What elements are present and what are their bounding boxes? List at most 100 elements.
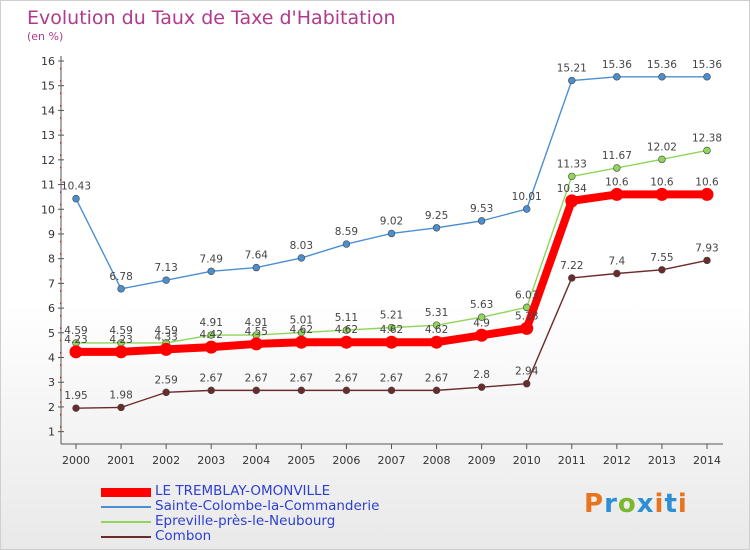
- data-label-le-tremblay-omonville: 4.62: [425, 324, 448, 336]
- data-label-epreville-pres-le-neubourg: 6.03: [515, 289, 538, 301]
- data-point-le-tremblay-omonville: [339, 335, 353, 349]
- y-minor-tick: [60, 228, 62, 231]
- y-minor-tick: [60, 166, 62, 169]
- legend-swatch: [101, 521, 151, 523]
- y-tick-label: 13: [41, 129, 55, 142]
- y-minor-tick: [60, 376, 62, 379]
- data-point-epreville-pres-le-neubourg: [703, 146, 711, 155]
- data-label-epreville-pres-le-neubourg: 11.33: [557, 158, 587, 170]
- data-label-epreville-pres-le-neubourg: 11.67: [602, 150, 632, 162]
- y-minor-tick: [60, 92, 62, 95]
- data-label-epreville-pres-le-neubourg: 4.59: [64, 325, 87, 337]
- x-tick-label: 2012: [603, 454, 631, 467]
- x-tick-label: 2003: [197, 454, 225, 467]
- y-tick-label: 3: [48, 376, 55, 389]
- data-label-epreville-pres-le-neubourg: 5.01: [290, 315, 313, 327]
- data-point-combon: [568, 274, 576, 282]
- x-tick-label: 2004: [242, 454, 270, 467]
- data-point-combon: [117, 403, 125, 412]
- x-tick-label: 2009: [468, 454, 496, 467]
- y-minor-tick: [60, 426, 62, 428]
- y-tick-label: 2: [48, 401, 55, 414]
- data-point-sainte-colombe-la-commanderie: [252, 263, 260, 272]
- data-label-le-tremblay-omonville: 4.42: [200, 329, 223, 341]
- data-point-combon: [613, 269, 621, 278]
- data-label-combon: 7.55: [650, 252, 673, 264]
- legend-label: Epreville-près-le-Neubourg: [155, 513, 336, 529]
- data-point-epreville-pres-le-neubourg: [658, 155, 666, 164]
- data-point-epreville-pres-le-neubourg: [477, 313, 486, 321]
- data-label-sainte-colombe-la-commanderie: 10.43: [61, 181, 91, 193]
- y-minor-tick: [60, 117, 62, 119]
- x-tick-label: 2011: [558, 454, 586, 467]
- y-minor-tick: [60, 154, 62, 156]
- data-point-le-tremblay-omonville: [69, 345, 83, 359]
- y-tick-label: 11: [41, 179, 55, 192]
- data-point-sainte-colombe-la-commanderie: [117, 285, 125, 293]
- data-point-le-tremblay-omonville: [655, 187, 669, 201]
- y-tick-label: 6: [48, 302, 55, 315]
- y-minor-tick: [60, 302, 62, 305]
- x-tick-label: 2005: [287, 454, 315, 467]
- data-label-epreville-pres-le-neubourg: 5.21: [380, 310, 403, 322]
- y-tick-label: 10: [41, 203, 55, 216]
- x-tick-label: 2001: [107, 454, 135, 467]
- y-minor-tick: [60, 277, 62, 280]
- data-label-combon: 2.67: [290, 372, 313, 384]
- data-label-le-tremblay-omonville: 4.55: [245, 326, 268, 338]
- data-point-sainte-colombe-la-commanderie: [432, 224, 441, 232]
- x-tick-label: 2010: [513, 454, 541, 467]
- data-label-combon: 2.8: [473, 369, 490, 381]
- logo-letter: i: [654, 489, 665, 519]
- data-point-combon: [703, 256, 711, 265]
- data-label-combon: 7.93: [695, 242, 718, 254]
- y-minor-tick: [60, 265, 62, 268]
- data-point-le-tremblay-omonville: [610, 187, 624, 201]
- legend-label: Combon: [155, 528, 212, 544]
- y-minor-tick: [60, 413, 62, 416]
- data-label-epreville-pres-le-neubourg: 12.02: [647, 141, 677, 153]
- chart-unit-label: (en %): [27, 30, 64, 43]
- data-point-sainte-colombe-la-commanderie: [658, 73, 666, 81]
- y-tick-label: 9: [48, 228, 55, 241]
- x-tick-label: 2008: [423, 454, 451, 467]
- x-tick-label: 2014: [693, 454, 721, 467]
- y-minor-tick: [60, 364, 62, 366]
- logo-letter: t: [664, 489, 678, 519]
- data-point-epreville-pres-le-neubourg: [342, 326, 351, 334]
- data-point-combon: [387, 386, 396, 395]
- data-label-le-tremblay-omonville: 4.9: [473, 317, 490, 329]
- data-label-sainte-colombe-la-commanderie: 7.13: [154, 262, 177, 274]
- data-point-sainte-colombe-la-commanderie: [387, 229, 396, 238]
- data-point-le-tremblay-omonville: [385, 335, 398, 349]
- data-point-le-tremblay-omonville: [520, 321, 534, 335]
- y-tick-label: 4: [48, 352, 55, 365]
- legend-swatch: [101, 506, 151, 508]
- y-minor-tick: [60, 216, 62, 218]
- data-label-sainte-colombe-la-commanderie: 9.02: [380, 215, 403, 227]
- data-label-combon: 2.59: [154, 374, 177, 386]
- data-point-sainte-colombe-la-commanderie: [523, 205, 531, 213]
- data-point-combon: [207, 386, 215, 395]
- data-point-le-tremblay-omonville: [700, 187, 714, 201]
- data-point-sainte-colombe-la-commanderie: [72, 194, 80, 203]
- data-label-sainte-colombe-la-commanderie: 10.01: [512, 191, 542, 203]
- data-point-sainte-colombe-la-commanderie: [342, 240, 351, 248]
- data-label-combon: 7.22: [560, 260, 583, 272]
- logo-letter: r: [604, 489, 618, 519]
- data-label-le-tremblay-omonville: 10.6: [695, 176, 719, 188]
- data-point-le-tremblay-omonville: [565, 194, 579, 208]
- legend-label: Sainte-Colombe-la-Commanderie: [155, 498, 380, 514]
- data-point-le-tremblay-omonville: [114, 345, 128, 359]
- data-point-epreville-pres-le-neubourg: [207, 331, 215, 339]
- y-minor-tick: [60, 104, 62, 107]
- x-tick-label: 2000: [62, 454, 90, 467]
- data-label-sainte-colombe-la-commanderie: 9.53: [470, 203, 493, 215]
- data-label-epreville-pres-le-neubourg: 5.11: [335, 312, 358, 324]
- data-point-combon: [162, 388, 170, 397]
- data-label-le-tremblay-omonville: 4.62: [335, 324, 358, 336]
- data-label-combon: 1.98: [109, 389, 132, 401]
- data-point-sainte-colombe-la-commanderie: [162, 276, 170, 284]
- y-minor-tick: [60, 240, 62, 243]
